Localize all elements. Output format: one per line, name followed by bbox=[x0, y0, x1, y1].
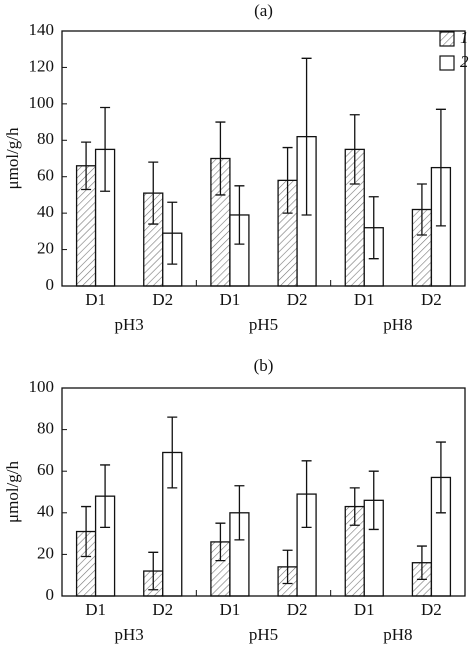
x-tick-label: D1 bbox=[85, 600, 106, 619]
panel-title: (b) bbox=[254, 356, 274, 375]
error-bar bbox=[416, 545, 427, 581]
error-bar bbox=[215, 121, 226, 196]
error-bar bbox=[81, 141, 92, 191]
y-axis-label: μmol/g/h bbox=[3, 127, 22, 190]
group-label: pH3 bbox=[115, 315, 144, 334]
y-tick-label: 20 bbox=[37, 238, 54, 257]
x-tick-label: D2 bbox=[152, 600, 173, 619]
error-bar bbox=[167, 201, 178, 265]
error-bar bbox=[234, 185, 245, 245]
y-axis-label: μmol/g/h bbox=[3, 461, 22, 524]
plot-frame bbox=[61, 387, 466, 597]
x-tick-label: D1 bbox=[220, 290, 241, 309]
y-tick-label: 0 bbox=[46, 275, 55, 294]
error-bar bbox=[301, 57, 312, 216]
y-tick-label: 100 bbox=[29, 377, 55, 396]
error-bar bbox=[167, 416, 178, 489]
y-tick-label: 40 bbox=[37, 202, 54, 221]
error-bar bbox=[100, 106, 111, 192]
legend-swatch bbox=[439, 31, 455, 47]
group-label: pH8 bbox=[383, 315, 412, 334]
x-tick-label: D1 bbox=[354, 290, 375, 309]
y-tick-label: 0 bbox=[46, 585, 55, 604]
error-bar bbox=[100, 464, 111, 529]
x-tick-label: D1 bbox=[354, 600, 375, 619]
y-tick-label: 120 bbox=[29, 56, 55, 75]
error-bar bbox=[368, 196, 379, 260]
error-bar bbox=[81, 505, 92, 558]
y-tick-label: 60 bbox=[37, 166, 54, 185]
group-label: pH5 bbox=[249, 625, 278, 644]
legend-swatch bbox=[439, 55, 455, 71]
legend-label: 1 bbox=[460, 28, 469, 47]
x-tick-label: D2 bbox=[421, 600, 442, 619]
error-bar bbox=[282, 146, 293, 214]
error-bar bbox=[435, 441, 446, 514]
y-tick-label: 40 bbox=[37, 502, 54, 521]
x-tick-label: D2 bbox=[152, 290, 173, 309]
y-tick-label: 140 bbox=[29, 20, 55, 39]
y-tick-label: 80 bbox=[37, 419, 54, 438]
y-tick-label: 20 bbox=[37, 543, 54, 562]
x-tick-label: D2 bbox=[287, 600, 308, 619]
error-bar bbox=[301, 460, 312, 529]
error-bar bbox=[215, 522, 226, 562]
error-bar bbox=[148, 551, 159, 591]
plot-frame bbox=[61, 30, 466, 287]
x-tick-label: D2 bbox=[287, 290, 308, 309]
error-bar bbox=[234, 485, 245, 541]
x-tick-label: D1 bbox=[220, 600, 241, 619]
error-bar bbox=[435, 108, 446, 227]
y-tick-label: 100 bbox=[29, 93, 55, 112]
x-tick-label: D2 bbox=[421, 290, 442, 309]
y-tick-label: 80 bbox=[37, 129, 54, 148]
y-tick-label: 60 bbox=[37, 460, 54, 479]
legend-label: 2 bbox=[460, 52, 469, 71]
error-bar bbox=[349, 114, 360, 185]
error-bar bbox=[349, 487, 360, 526]
error-bar bbox=[282, 549, 293, 585]
error-bar bbox=[148, 161, 159, 225]
error-bar bbox=[368, 470, 379, 531]
group-label: pH3 bbox=[115, 625, 144, 644]
error-bar bbox=[416, 183, 427, 236]
group-label: pH5 bbox=[249, 315, 278, 334]
group-label: pH8 bbox=[383, 625, 412, 644]
panel-title: (a) bbox=[254, 1, 273, 20]
x-tick-label: D1 bbox=[85, 290, 106, 309]
